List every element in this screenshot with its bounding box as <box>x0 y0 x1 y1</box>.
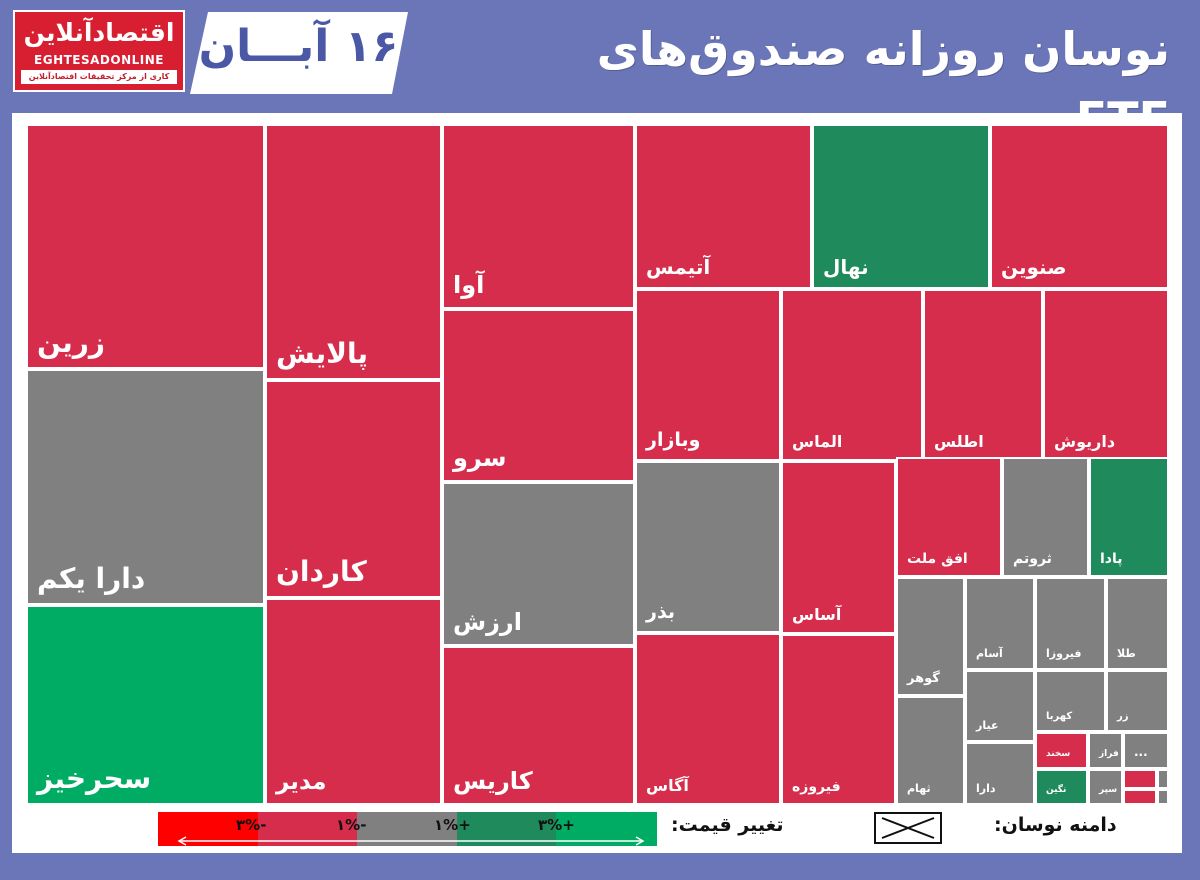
treemap-tile: داریوش <box>1043 289 1169 461</box>
legend: دامنه نوسان: تغییر قیمت: -۳% -۱% +۱% +۳% <box>26 808 1169 850</box>
treemap-tile: ثهام <box>896 696 965 805</box>
treemap-tile: کاریس <box>442 646 635 805</box>
treemap-tile: فراز <box>1088 732 1123 769</box>
treemap-tile <box>1123 769 1157 789</box>
treemap-tile: اطلس <box>923 289 1043 461</box>
range-icon <box>874 812 942 844</box>
treemap-tile: طلا <box>1106 577 1169 670</box>
tile-label: وبازار <box>646 429 701 451</box>
treemap-tile: زر <box>1106 670 1169 732</box>
treemap: زرین دارا یکم سحرخیز پالایش کاردان مدیر آوا سرو… <box>26 124 1169 805</box>
treemap-tile: سحرخیز <box>26 605 265 805</box>
tile-label: سخند <box>1046 749 1071 759</box>
tile-label: نگین <box>1046 785 1067 795</box>
treemap-tile: پادا <box>1089 457 1169 577</box>
treemap-tile: دارا <box>965 742 1035 805</box>
scale-arrow <box>177 836 645 846</box>
tile-label: کاردان <box>276 555 367 588</box>
tile-label: ثهام <box>907 782 931 795</box>
treemap-tile: سخند <box>1035 732 1088 769</box>
treemap-tile: آتیمس <box>635 124 812 289</box>
treemap-tile: آسام <box>965 577 1035 670</box>
color-scale: -۳% -۱% +۱% +۳% <box>158 808 657 850</box>
tile-label: زرین <box>37 326 105 359</box>
tile-label: ... <box>1134 745 1148 759</box>
tile-label: زر <box>1117 711 1129 722</box>
treemap-tile: صنوین <box>990 124 1169 289</box>
tile-label: صنوین <box>1001 255 1067 279</box>
treemap-tile: سرو <box>442 309 635 482</box>
scale-label: -۱% <box>336 816 367 834</box>
tile-label: بذر <box>646 601 676 623</box>
treemap-tile: مدیر <box>265 598 442 805</box>
tile-label: فراز <box>1099 749 1119 759</box>
tile-label: طلا <box>1117 647 1136 660</box>
treemap-tile: دارا یکم <box>26 369 265 605</box>
tile-label: داریوش <box>1054 432 1116 451</box>
treemap-tile: عیار <box>965 670 1035 742</box>
treemap-tile: آوا <box>442 124 635 309</box>
tile-label: آتیمس <box>646 255 711 279</box>
treemap-tile: سپر <box>1088 769 1123 805</box>
tile-label: افق ملت <box>907 551 968 567</box>
tile-label: الماس <box>792 432 843 451</box>
logo-persian-text: اقتصادآنلاین <box>23 18 175 47</box>
logo-english-text: EGHTESADONLINE <box>34 53 164 67</box>
price-change-label: تغییر قیمت: <box>671 814 784 836</box>
logo-tagline: کاری از مرکز تحقیقات اقتصادآنلاین <box>21 70 177 84</box>
treemap-tile <box>1123 789 1157 805</box>
treemap-tile: پالایش <box>265 124 442 380</box>
tile-label: کهربا <box>1046 711 1073 722</box>
treemap-tile: فیروزا <box>1035 577 1106 670</box>
tile-label: دارا <box>976 782 996 795</box>
treemap-tile: بذر <box>635 461 781 633</box>
tile-label: مدیر <box>276 769 327 795</box>
range-label: دامنه نوسان: <box>994 814 1117 836</box>
scale-label: -۳% <box>236 816 267 834</box>
tile-label: آسام <box>976 647 1003 660</box>
tile-label: کاریس <box>453 767 533 795</box>
treemap-tile: ثروتم <box>1002 457 1089 577</box>
treemap-tile: افق ملت <box>896 457 1002 577</box>
scale-label: +۳% <box>538 816 575 834</box>
treemap-tile: کاردان <box>265 380 442 598</box>
tile-label: پالایش <box>276 337 368 370</box>
date-label: ۱۶ آبـــان <box>198 21 399 72</box>
logo: اقتصادآنلاین EGHTESADONLINE کاری از مرکز… <box>13 10 185 92</box>
treemap-tile: ... <box>1123 732 1169 769</box>
tile-label: فیروزا <box>1046 647 1082 660</box>
treemap-tile: ارزش <box>442 482 635 646</box>
tile-label: فیروزه <box>792 779 841 795</box>
tile-label: ثروتم <box>1013 551 1052 567</box>
scale-label: +۱% <box>434 816 471 834</box>
treemap-tile: زرین <box>26 124 265 369</box>
tile-label: گوهر <box>907 671 940 686</box>
treemap-tile: نهال <box>812 124 990 289</box>
tile-label: آگاس <box>646 776 689 795</box>
tile-label: اطلس <box>934 432 984 451</box>
treemap-tile <box>1157 789 1169 805</box>
tile-label: سپر <box>1099 785 1118 795</box>
treemap-tile: فیروزه <box>781 634 896 805</box>
treemap-tile: آساس <box>781 461 896 634</box>
treemap-tile: گوهر <box>896 577 965 696</box>
tile-label: آساس <box>792 605 842 624</box>
treemap-tile <box>1157 769 1169 789</box>
tile-label: سرو <box>453 444 507 472</box>
treemap-tile: وبازار <box>635 289 781 461</box>
tile-label: عیار <box>976 719 999 732</box>
treemap-tile: آگاس <box>635 633 781 805</box>
tile-label: دارا یکم <box>37 562 146 595</box>
tile-label: سحرخیز <box>37 762 152 795</box>
tile-label: پادا <box>1100 551 1123 567</box>
treemap-tile: الماس <box>781 289 923 461</box>
tile-label: نهال <box>823 255 869 279</box>
treemap-tile: کهربا <box>1035 670 1106 732</box>
tile-label: ارزش <box>453 608 522 636</box>
tile-label: آوا <box>453 271 485 299</box>
treemap-tile: نگین <box>1035 769 1088 805</box>
